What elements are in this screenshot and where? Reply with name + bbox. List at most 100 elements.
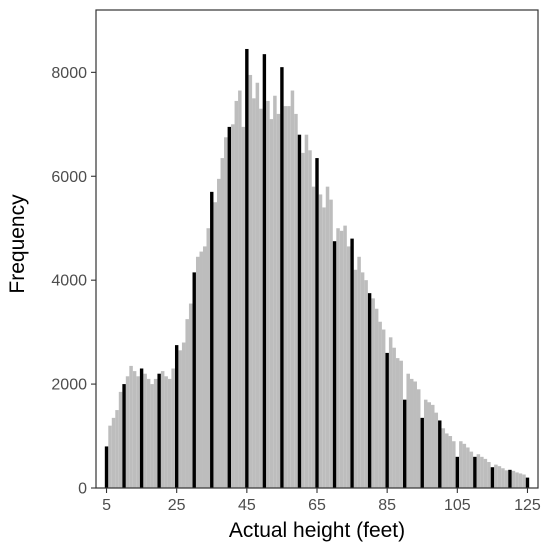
histogram-bar bbox=[329, 199, 333, 488]
histogram-bar bbox=[171, 368, 175, 488]
other-height-bars bbox=[108, 74, 526, 489]
histogram-bar bbox=[129, 365, 133, 488]
histogram-bar bbox=[476, 454, 481, 488]
histogram-bar bbox=[416, 389, 421, 488]
histogram-bar bbox=[234, 100, 239, 489]
histogram-bar bbox=[202, 246, 207, 488]
histogram-bar bbox=[294, 113, 298, 488]
histogram-bar bbox=[381, 329, 386, 488]
x-axis-title: Actual height (feet) bbox=[229, 519, 405, 542]
histogram-bar bbox=[427, 402, 432, 488]
rounded-height-bar bbox=[174, 345, 179, 488]
rounded-height-bar bbox=[122, 384, 126, 488]
histogram-bar bbox=[217, 178, 221, 489]
x-tick-label: 25 bbox=[168, 497, 186, 514]
histogram-bar bbox=[153, 378, 158, 488]
histogram-bar bbox=[108, 425, 112, 488]
rounded-height-bar bbox=[508, 469, 512, 488]
rounded-height-bar bbox=[455, 456, 460, 488]
rounded-height-bar bbox=[438, 420, 442, 488]
rounded-height-bar bbox=[104, 446, 109, 488]
histogram-bar bbox=[346, 246, 351, 488]
y-tick-label: 4000 bbox=[51, 273, 87, 290]
histogram-bar bbox=[395, 358, 400, 488]
histogram-bar bbox=[206, 228, 211, 488]
histogram-bar bbox=[452, 441, 456, 488]
histogram-bar bbox=[322, 207, 326, 488]
histogram-bar bbox=[518, 473, 523, 488]
histogram-bar bbox=[111, 417, 116, 488]
histogram-bar bbox=[164, 376, 168, 488]
histogram-bar bbox=[266, 100, 270, 489]
histogram-bar bbox=[269, 119, 274, 489]
histogram-bar bbox=[252, 98, 256, 488]
y-tick-label: 8000 bbox=[51, 65, 87, 82]
y-axis-title: Frequency bbox=[6, 194, 29, 294]
histogram-bar bbox=[441, 428, 446, 488]
rounded-height-bar bbox=[490, 467, 495, 488]
histogram-bar bbox=[188, 303, 193, 488]
histogram-bar bbox=[136, 376, 140, 488]
rounded-height-bar bbox=[315, 158, 319, 488]
rounded-height-bar bbox=[210, 191, 214, 488]
histogram-bar bbox=[406, 373, 410, 488]
x-axis-ticks: 5 25 45 65 85 105 125 bbox=[102, 488, 541, 514]
rounded-height-bars bbox=[104, 48, 530, 489]
histogram-bar bbox=[276, 113, 281, 488]
histogram-bar bbox=[504, 470, 509, 488]
histogram-bar bbox=[364, 280, 368, 488]
rounded-height-bar bbox=[403, 399, 407, 488]
histogram-bar bbox=[448, 436, 453, 488]
histogram-bar bbox=[290, 90, 295, 488]
rounded-height-bar bbox=[332, 241, 337, 488]
histogram-bar bbox=[213, 202, 218, 489]
histogram-bar bbox=[374, 308, 379, 488]
rounded-height-bar bbox=[227, 126, 231, 489]
y-tick-label: 6000 bbox=[51, 169, 87, 186]
histogram-bar bbox=[241, 126, 246, 489]
histogram-bar bbox=[325, 186, 330, 488]
x-tick-label: 85 bbox=[378, 497, 396, 514]
histogram-bar bbox=[185, 319, 189, 488]
rounded-height-bar bbox=[192, 272, 196, 488]
histogram-bar bbox=[515, 472, 519, 488]
histogram-bar bbox=[480, 456, 484, 488]
histogram-bar bbox=[132, 371, 137, 488]
histogram-bar bbox=[336, 228, 340, 488]
histogram-bar bbox=[143, 373, 147, 488]
histogram-bar bbox=[308, 150, 312, 488]
x-tick-label: 45 bbox=[238, 497, 256, 514]
histogram-bar bbox=[353, 269, 358, 488]
histogram-bar bbox=[167, 378, 172, 488]
histogram-bar bbox=[357, 256, 361, 488]
rounded-height-bar bbox=[262, 54, 267, 488]
histogram-bar bbox=[431, 404, 435, 488]
histogram-bar bbox=[304, 134, 309, 488]
histogram-bar bbox=[339, 230, 344, 488]
histogram-bar bbox=[160, 371, 165, 488]
histogram-bar bbox=[287, 106, 291, 489]
histogram-bar bbox=[462, 443, 467, 488]
histogram-bar bbox=[522, 474, 526, 488]
rounded-height-bar bbox=[157, 373, 161, 488]
histogram-bar bbox=[501, 468, 505, 488]
histogram-bar bbox=[483, 458, 488, 488]
histogram-bar bbox=[343, 225, 347, 488]
histogram-bar bbox=[423, 399, 428, 488]
rounded-height-bar bbox=[297, 134, 302, 488]
rounded-height-bar bbox=[473, 456, 477, 488]
rounded-height-bar bbox=[525, 477, 530, 488]
histogram-bar bbox=[259, 108, 263, 488]
x-tick-label: 5 bbox=[102, 497, 111, 514]
histogram-bar bbox=[115, 410, 119, 488]
y-tick-label: 0 bbox=[78, 481, 87, 498]
histogram-bar bbox=[273, 95, 277, 488]
histogram-bar bbox=[445, 433, 449, 488]
histogram-bar bbox=[125, 376, 130, 488]
histogram-bar bbox=[283, 106, 288, 489]
histogram-bar bbox=[224, 137, 228, 489]
rounded-height-bar bbox=[280, 67, 284, 489]
histogram-bar bbox=[399, 360, 403, 488]
histogram-bar bbox=[371, 298, 375, 488]
